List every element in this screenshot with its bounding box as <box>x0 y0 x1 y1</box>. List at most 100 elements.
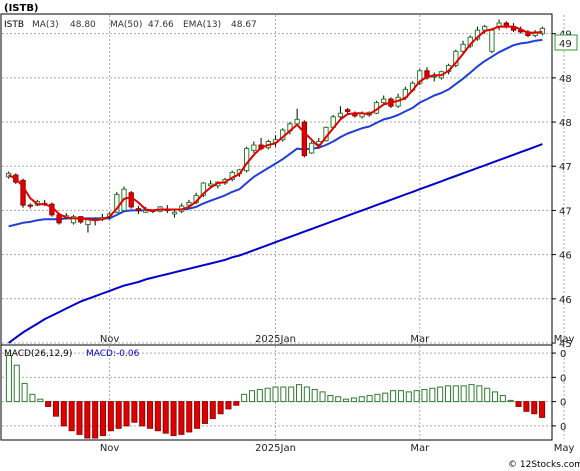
candle <box>301 120 308 158</box>
candle <box>337 106 344 119</box>
macd-bar-negative <box>186 401 193 433</box>
price-y-tick-label: 45 <box>559 339 572 350</box>
candle-body-down <box>128 192 134 208</box>
macd-bar-negative <box>107 401 114 432</box>
candle <box>539 26 546 36</box>
last-price-tag-text: 49 <box>559 39 572 50</box>
price-y-tick-label: 48 <box>559 74 572 85</box>
price-x-tick-label: May <box>554 334 575 345</box>
macd-bar-positive <box>492 391 499 403</box>
candle-body-down <box>344 109 351 112</box>
candle <box>207 180 214 188</box>
macd-bar-positive <box>429 387 436 403</box>
candle <box>308 141 315 154</box>
macd-bar-negative <box>60 401 67 427</box>
candle <box>20 178 26 208</box>
chart-title: (ISTB) <box>4 3 39 14</box>
macd-bar-negative <box>170 401 177 437</box>
macd-bar-positive <box>295 384 303 403</box>
macd-bar-positive <box>311 388 318 403</box>
legend-ema13-value: 48.67 <box>231 20 257 30</box>
candle <box>344 107 351 114</box>
ma50-line-layer <box>8 143 543 344</box>
candle-body-up <box>200 182 207 196</box>
candle <box>135 206 142 214</box>
macd-bar-negative <box>68 401 75 432</box>
candle-body-up <box>460 43 466 52</box>
candle <box>243 146 250 173</box>
macd-bar-negative <box>115 401 122 429</box>
macd-bar-negative <box>131 401 138 423</box>
candle-body-down <box>56 214 62 224</box>
macd-legend-value: MACD:-0.06 <box>86 349 140 359</box>
candle <box>27 203 33 209</box>
macd-bar-negative <box>139 401 146 427</box>
price-y-tick-label: 46 <box>559 295 572 306</box>
ema13-line <box>8 38 543 228</box>
ma50-line <box>8 143 543 344</box>
macd-bar-positive <box>452 385 459 403</box>
candle-body-down <box>135 208 142 211</box>
macd-x-tick-label: Mar <box>410 443 430 454</box>
candle-body-up <box>186 201 192 206</box>
price-x-tick-label: 2025Jan <box>255 334 296 345</box>
macd-y-tick-label: 0 <box>560 373 566 384</box>
candle-body-up <box>251 144 257 151</box>
macd-bar-negative <box>233 401 240 406</box>
macd-bar-positive <box>350 397 357 403</box>
macd-bar-positive <box>319 391 326 403</box>
macd-bar-positive <box>405 391 412 403</box>
candle <box>70 214 77 225</box>
candle-body-up <box>482 26 488 31</box>
last-price-tag <box>554 34 578 51</box>
candle-body-up <box>207 183 214 187</box>
price-panel <box>0 13 553 346</box>
macd-bar-positive <box>382 392 389 403</box>
candle-body-up <box>114 194 120 213</box>
candle-body-up <box>453 50 459 66</box>
macd-bar-positive <box>444 385 452 403</box>
price-y-tick-label: 48 <box>559 118 572 129</box>
macd-bar-negative <box>92 401 99 439</box>
macd-bar-negative <box>178 401 185 435</box>
candle-body-down <box>27 204 33 207</box>
price-x-tick-label: Nov <box>100 334 120 345</box>
candle <box>381 95 387 105</box>
macd-x-tick-label: Nov <box>100 443 120 454</box>
macd-x-axis: Nov2025JanMarMayJulSep <box>100 443 575 454</box>
candle <box>251 141 257 153</box>
macd-legend-label: MACD(26,12,9) <box>4 349 72 359</box>
macd-bar-positive <box>476 385 483 403</box>
price-legend: ISTB MA(3) 48.80 MA(50) 47.66 EMA(13) 48… <box>4 20 257 30</box>
macd-bar-negative <box>523 401 530 412</box>
macd-bar-positive <box>327 395 334 403</box>
legend-ma3-label: MA(3) <box>32 20 59 30</box>
candle <box>460 40 466 54</box>
macd-histogram <box>5 354 546 439</box>
macd-bar-positive <box>343 398 350 403</box>
macd-bar-positive <box>13 364 20 403</box>
ma3-line <box>8 25 543 222</box>
macd-bar-negative <box>162 401 169 434</box>
macd-bar-positive <box>421 388 428 403</box>
candle-body-up <box>489 29 495 52</box>
macd-bar-positive <box>37 398 44 403</box>
candle-body-up <box>171 211 178 215</box>
macd-bar-positive <box>241 393 248 403</box>
macd-bar-positive <box>366 395 373 403</box>
macd-bar-negative <box>52 401 59 417</box>
macd-y-axis: 0 0 0 0 <box>552 349 566 433</box>
legend-ma3-value: 48.80 <box>70 20 96 30</box>
price-grid <box>2 15 565 344</box>
legend-ema13-label: EMA(13) <box>183 20 221 30</box>
candle-body-up <box>381 98 387 104</box>
macd-bar-positive <box>335 396 342 403</box>
macd-x-tick-label: 2025Jan <box>255 443 296 454</box>
macd-bar-positive <box>437 386 444 403</box>
macd-bar-positive <box>358 396 365 403</box>
candle-body-up <box>337 112 344 118</box>
macd-bar-negative <box>194 401 201 429</box>
candle-body-down <box>301 121 308 157</box>
macd-bar-positive <box>499 395 506 403</box>
macd-x-tick-label: May <box>554 443 575 454</box>
